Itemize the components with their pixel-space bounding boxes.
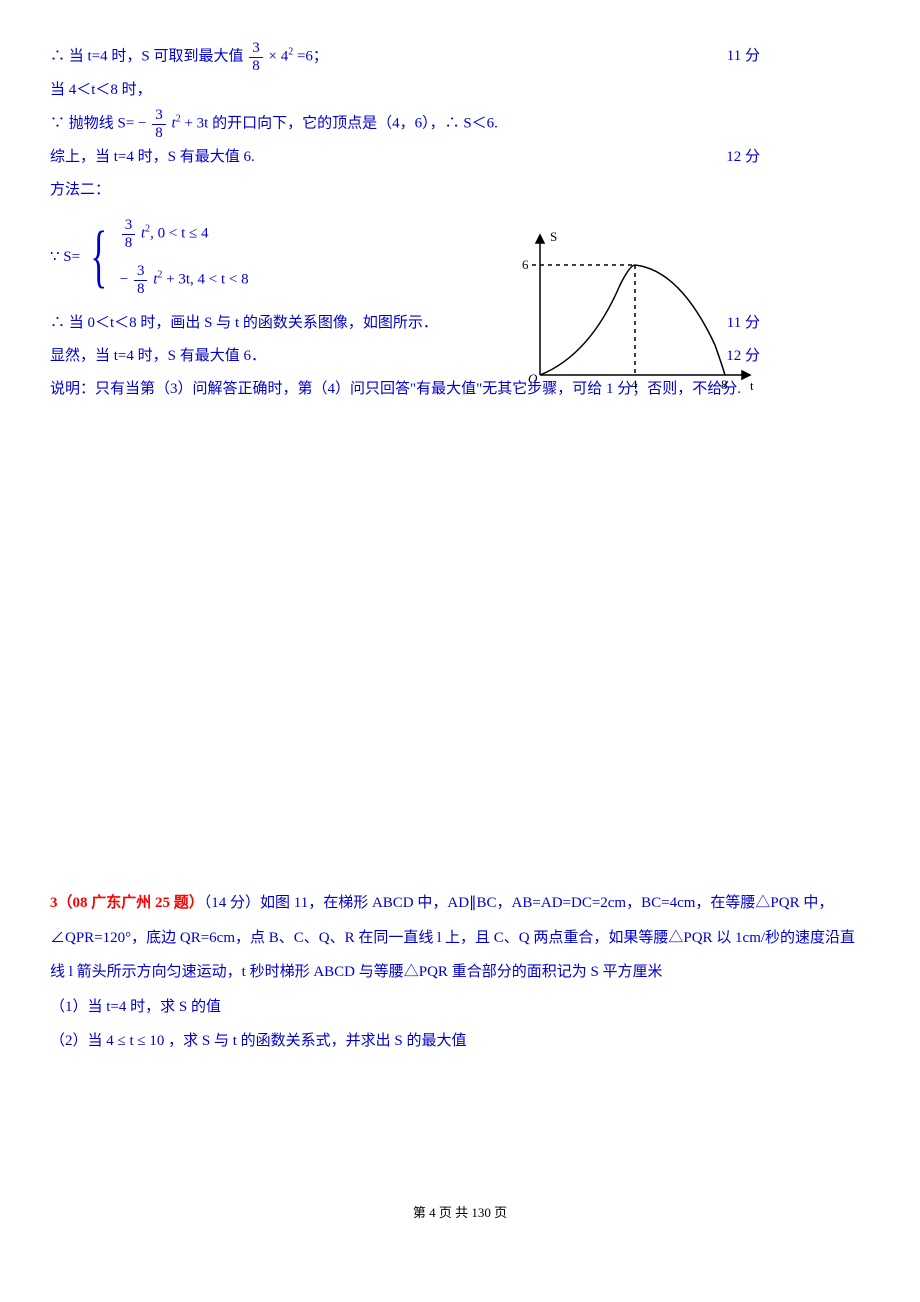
text: −	[120, 271, 128, 287]
y-axis-label: S	[550, 229, 557, 244]
question-header: 3（08 广东广州 25 题）	[50, 895, 204, 911]
line-2: 当 4＜t＜8 时，	[50, 74, 870, 107]
cases: 3 8 t2, 0 < t ≤ 4 − 3 8 t2 + 3t, 4 < t <…	[120, 217, 249, 297]
text: + 3t, 4 < t < 8	[162, 271, 248, 287]
score-mark: 11 分	[727, 307, 760, 340]
text: 显然，当 t=4 时，S 有最大值 6．	[50, 348, 266, 364]
question-3: 3（08 广东广州 25 题）（14 分）如图 11，在梯形 ABCD 中，AD…	[50, 886, 870, 1059]
text: + 3t 的开口向下，它的顶点是（4，6），∴ S＜6.	[181, 115, 498, 131]
line-8: 显然，当 t=4 时，S 有最大值 6． 12 分	[50, 340, 870, 373]
text: ∵ S=	[50, 241, 80, 274]
text: 当 4＜t＜8 时，	[50, 82, 152, 98]
grading-note: 说明：只有当第（3）问解答正确时，第（4）问只回答"有最大值"无其它步骤，可给 …	[50, 373, 870, 406]
question-part-2: （2）当 4 ≤ t ≤ 10 ，求 S 与 t 的函数关系式，并求出 S 的最…	[50, 1024, 870, 1059]
text: ∴ 当 t=4 时，S 可取到最大值	[50, 48, 243, 64]
case-2: − 3 8 t2 + 3t, 4 < t < 8	[120, 263, 249, 297]
text: ∴ 当 0＜t＜8 时，画出 S 与 t 的函数关系图像，如图所示．	[50, 315, 438, 331]
fraction: 3 8	[152, 107, 166, 141]
line-7: ∴ 当 0＜t＜8 时，画出 S 与 t 的函数关系图像，如图所示． 11 分	[50, 307, 870, 340]
text: =6；	[293, 48, 328, 64]
fraction: 3 8	[134, 263, 148, 297]
brace-icon: {	[91, 222, 108, 292]
score-mark: 11 分	[727, 40, 760, 73]
text: 说明：只有当第（3）问解答正确时，第（4）问只回答"有最大值"无其它步骤，可给 …	[50, 381, 741, 397]
fraction: 3 8	[249, 40, 263, 74]
text: × 4	[268, 48, 288, 64]
text: 方法二：	[50, 182, 110, 198]
line-5: 方法二：	[50, 174, 870, 207]
case-1: 3 8 t2, 0 < t ≤ 4	[120, 217, 249, 251]
score-mark: 12 分	[726, 141, 760, 174]
text: 综上，当 t=4 时，S 有最大值 6.	[50, 149, 255, 165]
text: , 0 < t ≤ 4	[150, 225, 208, 241]
fraction: 3 8	[122, 217, 136, 251]
spacer	[50, 406, 870, 886]
page-footer: 第 4 页 共 130 页	[50, 1199, 870, 1228]
solution-content: ∴ 当 t=4 时，S 可取到最大值 3 8 × 42 =6； 11 分 当 4…	[50, 40, 870, 406]
score-mark: 12 分	[726, 340, 760, 373]
line-3: ∵ 抛物线 S= − 3 8 t2 + 3t 的开口向下，它的顶点是（4，6），…	[50, 107, 870, 141]
y-tick-6: 6	[522, 257, 529, 272]
line-4: 综上，当 t=4 时，S 有最大值 6. 12 分	[50, 141, 870, 174]
text: ∵ 抛物线 S= −	[50, 115, 147, 131]
question-part-1: （1）当 t=4 时，求 S 的值	[50, 990, 870, 1025]
line-1: ∴ 当 t=4 时，S 可取到最大值 3 8 × 42 =6； 11 分	[50, 40, 870, 74]
